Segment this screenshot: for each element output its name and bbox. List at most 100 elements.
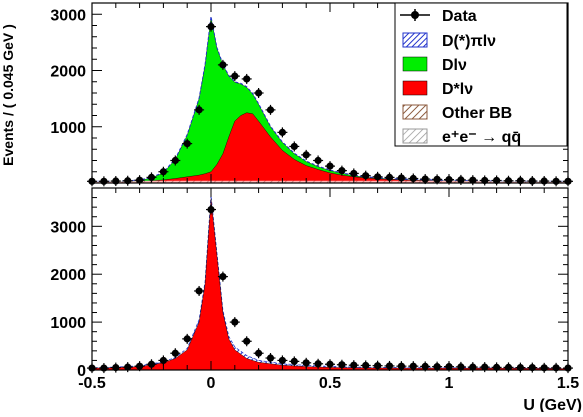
data-point xyxy=(540,177,548,185)
data-point xyxy=(504,363,513,371)
data-point xyxy=(350,169,358,178)
legend-entry-qqbar: e⁺e⁻ → qq̄ xyxy=(402,128,521,146)
y-tick-label: 3000 xyxy=(50,7,86,24)
legend: Data D(*)πlν Dlν D*lν Other BB e⁺e⁻ → qq… xyxy=(394,2,568,147)
top-panel: 1000 2000 3000 xyxy=(50,2,573,187)
data-point xyxy=(516,364,525,372)
data-point xyxy=(433,175,441,183)
data-point xyxy=(397,362,405,370)
data-point xyxy=(385,173,394,181)
legend-marker-data xyxy=(411,11,419,19)
legend-entry-dpilnu: D(*)πlν xyxy=(402,32,496,50)
data-point xyxy=(433,363,441,371)
data-point xyxy=(409,174,417,183)
legend-label-data: Data xyxy=(442,8,477,25)
data-point xyxy=(457,176,465,184)
data-point xyxy=(171,349,179,357)
data-point xyxy=(255,89,263,97)
legend-label-dpilnu: D(*)πlν xyxy=(442,33,496,50)
area-dl xyxy=(91,198,569,371)
data-point xyxy=(540,364,548,372)
y-tick-label: 2000 xyxy=(50,267,86,284)
data-point xyxy=(266,354,275,362)
data-point xyxy=(564,364,572,372)
data-point xyxy=(528,364,536,372)
data-point xyxy=(231,72,239,80)
data-point xyxy=(445,363,453,371)
x-axis-label: U (GeV) xyxy=(523,397,582,412)
data-point xyxy=(421,362,429,371)
data-point xyxy=(302,151,310,159)
legend-box xyxy=(394,2,568,147)
data-point xyxy=(374,362,382,370)
data-point xyxy=(88,364,96,372)
data-point xyxy=(314,156,322,165)
data-point xyxy=(159,356,167,365)
data-point xyxy=(421,175,429,183)
data-point xyxy=(195,287,203,295)
data-point xyxy=(243,337,251,345)
data-point xyxy=(183,140,191,148)
x-tick-label: 0 xyxy=(207,375,216,392)
data-point xyxy=(493,363,501,371)
data-point xyxy=(219,273,227,281)
x-tick-label: -0.5 xyxy=(78,375,106,392)
data-point xyxy=(493,176,501,185)
data-point xyxy=(231,318,239,326)
data-point xyxy=(207,23,215,31)
data-point xyxy=(564,177,572,185)
data-point xyxy=(278,356,286,365)
data-point xyxy=(207,205,215,214)
legend-swatch-blue-hatch xyxy=(402,32,428,48)
data-point xyxy=(100,364,108,372)
legend-swatch-gray-hatch xyxy=(402,128,428,144)
data-point xyxy=(350,361,358,369)
data-point xyxy=(528,177,536,185)
legend-entry-other-bb: Other BB xyxy=(402,104,512,122)
legend-label-dstarlnu: D*lν xyxy=(442,81,473,98)
y-axis-label: Events / ( 0.045 GeV ) xyxy=(0,24,16,166)
data-point xyxy=(397,174,405,182)
area-dl xyxy=(91,195,569,371)
y-tick-label: 0 xyxy=(77,363,86,380)
data-point xyxy=(409,362,417,370)
data-point xyxy=(469,363,477,371)
data-point xyxy=(326,360,334,368)
data-point xyxy=(481,176,489,185)
legend-swatch-brown-hatch xyxy=(402,104,428,120)
data-point xyxy=(469,176,477,184)
data-point xyxy=(457,363,465,371)
data-point xyxy=(385,362,394,370)
x-tick-label: 1 xyxy=(445,375,454,392)
data-point xyxy=(326,162,334,170)
data-point xyxy=(88,177,96,185)
data-point xyxy=(243,75,251,83)
data-point xyxy=(278,128,286,136)
data-point xyxy=(219,61,227,69)
data-point xyxy=(124,363,132,371)
legend-entry-dlnu: Dlν xyxy=(402,56,467,74)
data-point xyxy=(374,173,382,181)
legend-swatch-green xyxy=(402,56,428,72)
plot-frame xyxy=(91,187,569,371)
data-point xyxy=(171,156,179,165)
y-tick-label: 1000 xyxy=(50,315,86,332)
data-point xyxy=(504,177,513,185)
data-point xyxy=(195,106,203,114)
data-point xyxy=(481,363,489,371)
legend-entry-data: Data xyxy=(400,8,477,25)
x-tick-label: 1.5 xyxy=(557,375,579,392)
total-fit-line xyxy=(92,16,568,182)
data-point xyxy=(100,177,108,185)
data-point xyxy=(183,335,191,343)
legend-label-other-bb: Other BB xyxy=(442,105,512,122)
data-point xyxy=(255,349,263,357)
legend-swatch-red xyxy=(402,80,428,96)
data-point xyxy=(159,168,167,176)
data-point xyxy=(552,364,560,372)
data-point xyxy=(266,106,275,114)
data-point xyxy=(290,142,298,151)
